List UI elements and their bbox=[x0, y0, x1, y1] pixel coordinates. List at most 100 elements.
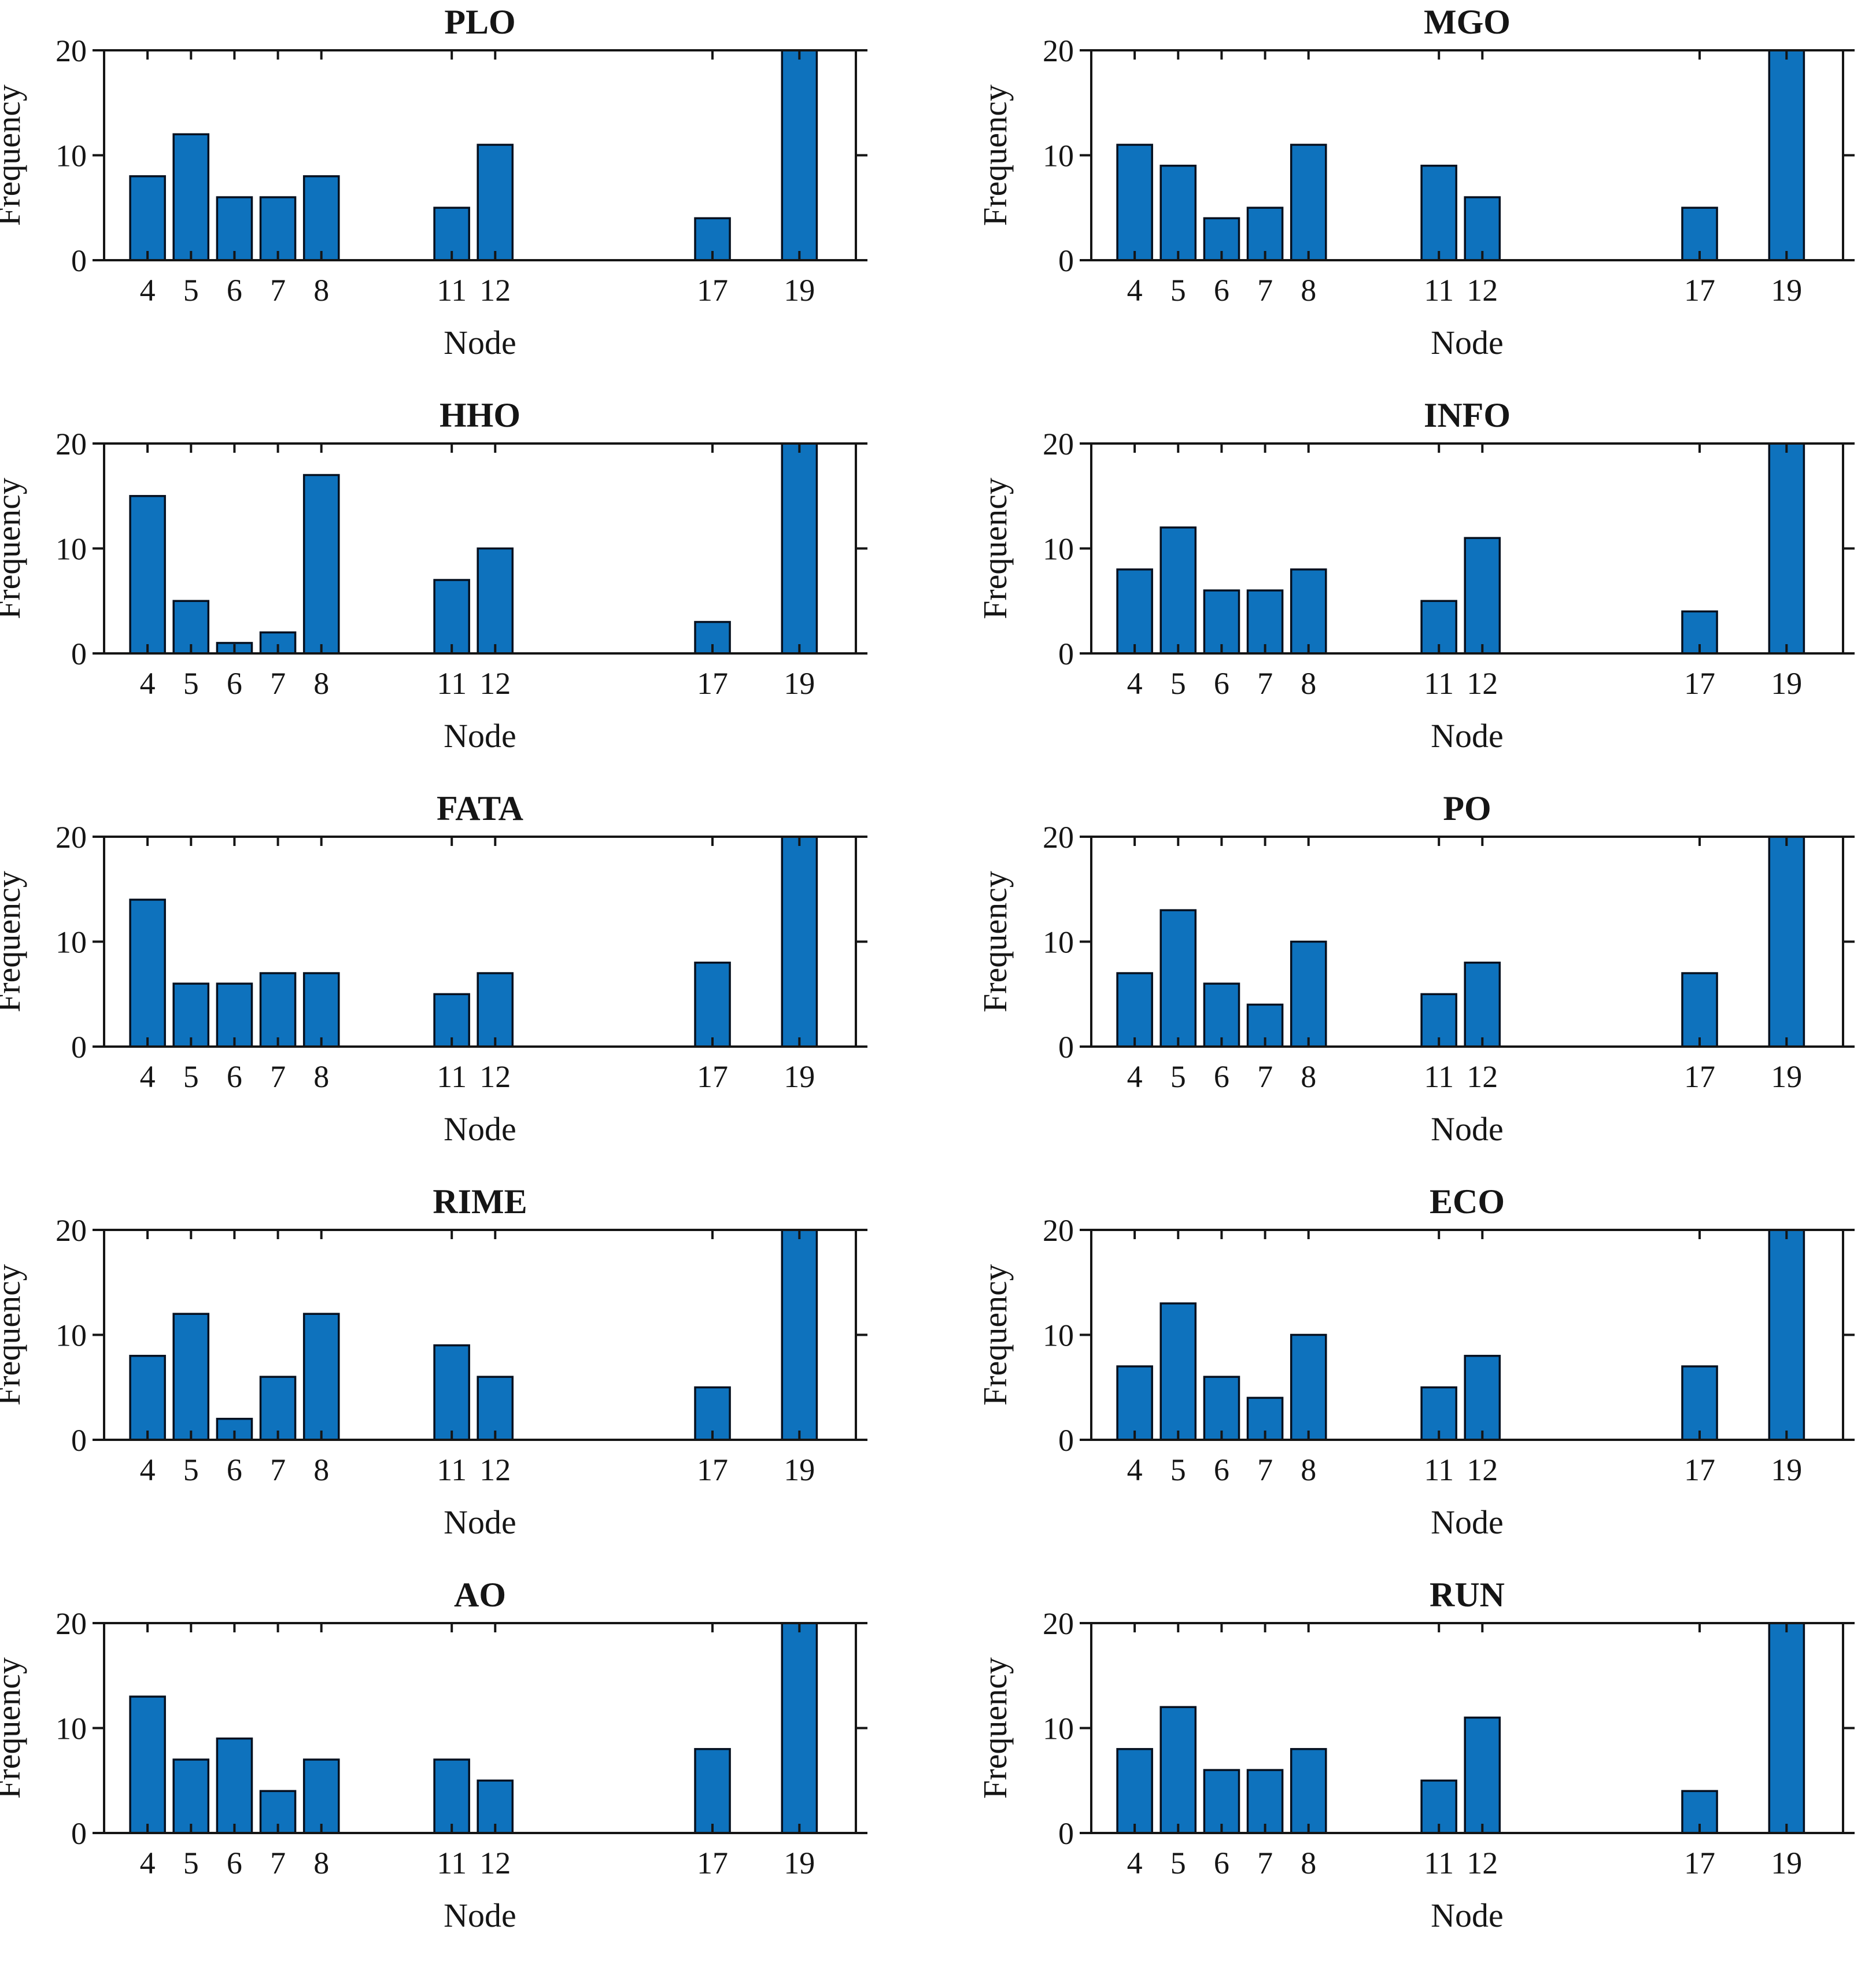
bar-node-19 bbox=[781, 1622, 818, 1834]
bar-node-19 bbox=[781, 442, 818, 655]
chart-canvas-hho: 0 10 20 4 5 6 7 8 11 12 17 19 HHO Node Frequency bbox=[0, 396, 867, 755]
x-axis-label: Node bbox=[444, 1503, 516, 1541]
subplot-eco: 0 10 20 4 5 6 7 8 11 12 17 19 ECO Node Frequency bbox=[938, 1180, 1876, 1573]
bar-node-5 bbox=[1159, 909, 1197, 1048]
x-tick-label-12: 12 bbox=[1467, 666, 1498, 701]
bar-node-19 bbox=[781, 1229, 818, 1441]
y-tick-label-0: 0 bbox=[1058, 1423, 1074, 1458]
bar-node-5 bbox=[172, 1758, 210, 1834]
bar-node-4 bbox=[1116, 1365, 1153, 1441]
y-tick-label-10: 10 bbox=[56, 532, 87, 567]
x-tick-label-12: 12 bbox=[479, 1059, 511, 1094]
x-tick-label-7: 7 bbox=[270, 273, 286, 308]
bar-node-8 bbox=[302, 1758, 340, 1834]
x-tick-label-5: 5 bbox=[183, 1453, 199, 1487]
x-tick-label-17: 17 bbox=[697, 273, 728, 308]
subplot-ao: 0 10 20 4 5 6 7 8 11 12 17 19 AO Node Frequency bbox=[0, 1573, 938, 1966]
y-tick-label-0: 0 bbox=[1058, 1030, 1074, 1065]
bar-node-12 bbox=[1464, 962, 1501, 1048]
x-tick-label-12: 12 bbox=[479, 1846, 511, 1880]
bar-node-19 bbox=[781, 49, 818, 261]
chart-title-plo: PLO bbox=[444, 3, 515, 41]
x-tick-label-11: 11 bbox=[437, 1846, 467, 1880]
x-tick-label-5: 5 bbox=[183, 666, 199, 701]
bar-node-8 bbox=[1290, 940, 1327, 1048]
y-tick-label-0: 0 bbox=[1058, 243, 1074, 278]
x-tick-label-6: 6 bbox=[1214, 1453, 1229, 1487]
x-tick-label-11: 11 bbox=[437, 1059, 467, 1094]
y-tick-label-20: 20 bbox=[1043, 34, 1074, 68]
x-tick-label-17: 17 bbox=[1684, 1846, 1715, 1880]
bar-node-8 bbox=[1290, 1333, 1327, 1441]
bar-node-7 bbox=[1246, 589, 1284, 655]
x-tick-label-19: 19 bbox=[784, 1846, 815, 1880]
x-tick-label-17: 17 bbox=[1684, 666, 1715, 701]
x-tick-label-4: 4 bbox=[140, 1846, 156, 1880]
x-tick-label-6: 6 bbox=[1214, 273, 1229, 308]
x-tick-label-12: 12 bbox=[1467, 1846, 1498, 1880]
y-tick-label-10: 10 bbox=[1043, 532, 1074, 567]
y-tick-label-20: 20 bbox=[56, 34, 87, 68]
chart-title-info: INFO bbox=[1424, 396, 1511, 434]
bar-node-4 bbox=[129, 1355, 166, 1441]
bar-node-8 bbox=[1290, 143, 1327, 261]
chart-title-mgo: MGO bbox=[1424, 3, 1511, 41]
x-axis-label: Node bbox=[444, 1897, 516, 1934]
x-tick-label-11: 11 bbox=[437, 1453, 467, 1487]
x-tick-label-7: 7 bbox=[270, 1059, 286, 1094]
y-axis-label: Frequency bbox=[976, 871, 1014, 1012]
bar-node-12 bbox=[477, 143, 514, 261]
x-tick-label-4: 4 bbox=[1127, 1846, 1143, 1880]
y-tick-label-20: 20 bbox=[1043, 820, 1074, 855]
chart-canvas-mgo: 0 10 20 4 5 6 7 8 11 12 17 19 MGO Node Frequency bbox=[976, 3, 1855, 361]
x-axis-label: Node bbox=[444, 324, 516, 361]
bar-node-4 bbox=[129, 495, 166, 655]
chart-canvas-info: 0 10 20 4 5 6 7 8 11 12 17 19 INFO Node Frequency bbox=[976, 396, 1855, 755]
x-tick-label-19: 19 bbox=[784, 1059, 815, 1094]
bar-node-8 bbox=[302, 474, 340, 655]
bar-node-5 bbox=[1159, 526, 1197, 655]
bar-node-6 bbox=[216, 982, 253, 1048]
x-tick-label-8: 8 bbox=[1301, 666, 1316, 701]
x-tick-label-4: 4 bbox=[1127, 1059, 1143, 1094]
y-axis-label: Frequency bbox=[976, 1657, 1014, 1799]
chart-title-fata: FATA bbox=[437, 789, 523, 827]
x-tick-label-8: 8 bbox=[313, 1846, 329, 1880]
bar-node-7 bbox=[259, 1790, 297, 1834]
x-tick-label-8: 8 bbox=[313, 273, 329, 308]
x-tick-label-7: 7 bbox=[1257, 1059, 1273, 1094]
bar-node-19 bbox=[781, 836, 818, 1048]
bar-node-12 bbox=[477, 547, 514, 655]
x-tick-label-19: 19 bbox=[1771, 1846, 1802, 1880]
x-tick-label-6: 6 bbox=[227, 1846, 242, 1880]
bar-node-11 bbox=[433, 579, 470, 655]
bar-node-19 bbox=[1768, 1622, 1805, 1834]
x-tick-label-6: 6 bbox=[227, 1453, 242, 1487]
chart-title-hho: HHO bbox=[440, 396, 520, 434]
bar-node-19 bbox=[1768, 836, 1805, 1048]
x-tick-label-4: 4 bbox=[140, 666, 156, 701]
x-tick-label-7: 7 bbox=[270, 1453, 286, 1487]
chart-canvas-plo: 0 10 20 4 5 6 7 8 11 12 17 19 PLO Node Frequency bbox=[0, 3, 867, 361]
y-axis-label: Frequency bbox=[976, 1264, 1014, 1406]
bar-node-8 bbox=[302, 972, 340, 1048]
x-axis-label: Node bbox=[1431, 1110, 1504, 1148]
x-tick-label-6: 6 bbox=[227, 273, 242, 308]
bar-node-12 bbox=[1464, 196, 1501, 261]
subplot-po: 0 10 20 4 5 6 7 8 11 12 17 19 PO Node Frequency bbox=[938, 786, 1876, 1180]
x-tick-label-6: 6 bbox=[1214, 1846, 1229, 1880]
x-tick-label-4: 4 bbox=[1127, 1453, 1143, 1487]
y-tick-label-20: 20 bbox=[56, 427, 87, 461]
x-tick-label-12: 12 bbox=[1467, 1059, 1498, 1094]
y-tick-label-10: 10 bbox=[56, 1318, 87, 1353]
chart-title-run: RUN bbox=[1430, 1576, 1505, 1614]
bar-node-19 bbox=[1768, 442, 1805, 655]
bar-node-5 bbox=[1159, 164, 1197, 261]
chart-canvas-run: 0 10 20 4 5 6 7 8 11 12 17 19 RUN Node Frequency bbox=[976, 1576, 1855, 1934]
y-tick-label-10: 10 bbox=[56, 139, 87, 173]
x-tick-label-12: 12 bbox=[479, 1453, 511, 1487]
x-tick-label-12: 12 bbox=[1467, 1453, 1498, 1487]
y-tick-label-0: 0 bbox=[71, 243, 87, 278]
y-axis-label: Frequency bbox=[0, 871, 27, 1012]
